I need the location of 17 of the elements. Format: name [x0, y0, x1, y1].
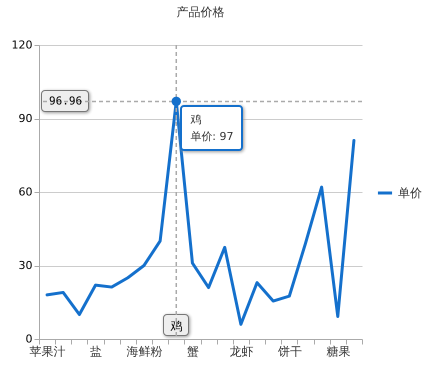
y-tick-label: 90	[18, 112, 32, 125]
y-tick-label: 60	[18, 186, 32, 198]
x-tick-label: 苹果汁	[30, 344, 66, 358]
x-tick-label: 饼干	[276, 344, 302, 358]
x-tick-label: 龙虾	[229, 344, 254, 358]
chart-title: 产品价格	[176, 5, 224, 19]
x-tick-label: 蟹	[186, 344, 199, 358]
ref-line-label: 96.96	[49, 94, 82, 108]
annotation: 单价: 97	[190, 129, 234, 146]
y-tick-label: 0	[26, 332, 32, 346]
x-tick-label: 糖果	[326, 344, 350, 358]
legend-label: 单价	[398, 186, 422, 200]
x-tick-label: 海鲜粉	[126, 344, 162, 358]
x-tick-label: 盐	[90, 344, 102, 358]
y-tick-label: 120	[12, 38, 32, 52]
text: 鸡	[190, 113, 202, 126]
y-tick-label: 30	[18, 259, 32, 272]
